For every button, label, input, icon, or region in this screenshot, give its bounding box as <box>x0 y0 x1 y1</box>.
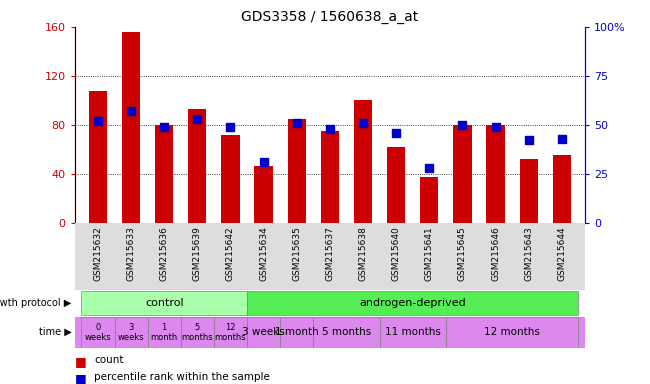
Text: GSM215640: GSM215640 <box>392 226 400 281</box>
Point <box>159 124 170 130</box>
Bar <box>420 177 438 223</box>
Text: 5 months: 5 months <box>322 327 371 337</box>
Text: count: count <box>94 355 124 365</box>
Bar <box>320 131 339 223</box>
Bar <box>148 317 181 348</box>
Text: GSM215633: GSM215633 <box>127 226 136 281</box>
Text: ■: ■ <box>75 355 86 368</box>
Text: control: control <box>145 298 183 308</box>
Text: 5
months: 5 months <box>181 323 213 341</box>
Text: androgen-deprived: androgen-deprived <box>359 298 466 308</box>
Bar <box>222 135 240 223</box>
Text: 12 months: 12 months <box>484 327 540 337</box>
Bar <box>122 32 140 223</box>
Text: time ▶: time ▶ <box>39 327 72 337</box>
Point <box>93 118 103 124</box>
Bar <box>214 317 247 348</box>
Point <box>556 136 567 142</box>
Title: GDS3358 / 1560638_a_at: GDS3358 / 1560638_a_at <box>241 10 419 25</box>
Point <box>226 124 236 130</box>
Point <box>424 165 434 171</box>
Bar <box>247 291 578 316</box>
Text: GSM215642: GSM215642 <box>226 226 235 281</box>
Text: 1 month: 1 month <box>275 327 318 337</box>
Bar <box>81 291 247 316</box>
Bar <box>552 156 571 223</box>
Text: 11 months: 11 months <box>385 327 441 337</box>
Bar <box>81 317 114 348</box>
Text: 1
month: 1 month <box>151 323 178 341</box>
Text: ■: ■ <box>75 372 86 384</box>
Bar <box>114 317 148 348</box>
Bar <box>188 109 207 223</box>
Bar <box>354 100 372 223</box>
Point <box>457 122 467 128</box>
Point <box>126 108 136 114</box>
Bar <box>247 317 280 348</box>
Bar <box>380 317 446 348</box>
Point <box>324 126 335 132</box>
Bar <box>89 91 107 223</box>
Text: percentile rank within the sample: percentile rank within the sample <box>94 372 270 382</box>
Text: 12
months: 12 months <box>214 323 246 341</box>
Text: GSM215636: GSM215636 <box>160 226 169 281</box>
Text: growth protocol ▶: growth protocol ▶ <box>0 298 72 308</box>
Point <box>523 137 534 144</box>
Bar <box>255 166 273 223</box>
Text: 3 weeks: 3 weeks <box>242 327 285 337</box>
Text: GSM215644: GSM215644 <box>557 226 566 281</box>
Text: GSM215635: GSM215635 <box>292 226 301 281</box>
Text: 0
weeks: 0 weeks <box>84 323 111 341</box>
Bar <box>519 159 538 223</box>
Point <box>490 124 501 130</box>
Point <box>192 116 203 122</box>
Bar <box>280 317 313 348</box>
Point <box>391 129 401 136</box>
Bar <box>313 317 380 348</box>
Text: GSM215643: GSM215643 <box>524 226 533 281</box>
Text: GSM215646: GSM215646 <box>491 226 500 281</box>
Point <box>292 120 302 126</box>
Bar <box>453 125 471 223</box>
Text: GSM215641: GSM215641 <box>424 226 434 281</box>
Point <box>358 120 368 126</box>
Text: GSM215639: GSM215639 <box>193 226 202 281</box>
Text: 3
weeks: 3 weeks <box>118 323 144 341</box>
Bar <box>486 125 504 223</box>
Text: GSM215634: GSM215634 <box>259 226 268 281</box>
Bar <box>387 147 405 223</box>
Text: GSM215637: GSM215637 <box>326 226 334 281</box>
Point <box>259 159 269 165</box>
Bar <box>446 317 578 348</box>
Bar <box>181 317 214 348</box>
Text: GSM215645: GSM215645 <box>458 226 467 281</box>
Text: GSM215638: GSM215638 <box>359 226 367 281</box>
Bar <box>288 119 306 223</box>
Bar <box>155 125 174 223</box>
Text: GSM215632: GSM215632 <box>94 226 103 281</box>
